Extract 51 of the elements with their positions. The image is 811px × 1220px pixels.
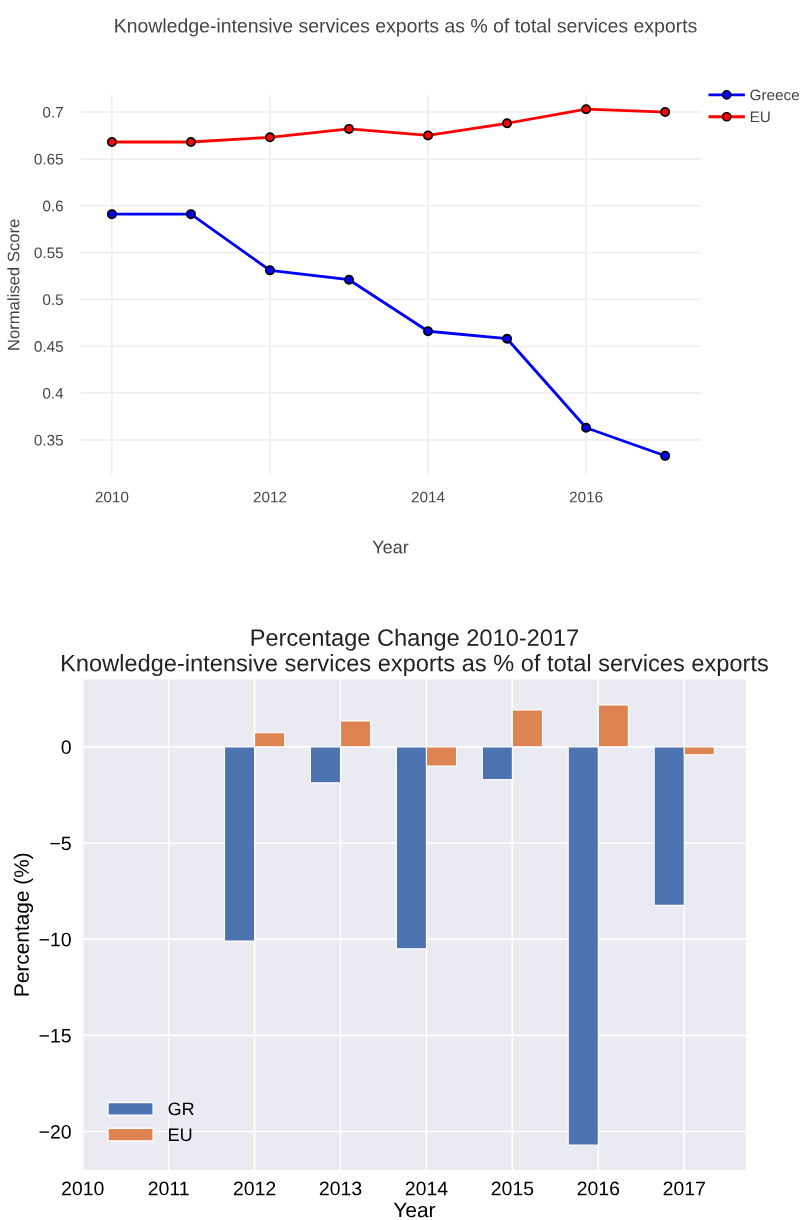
point	[660, 107, 671, 118]
point	[264, 265, 275, 276]
x-tick-label: 2013	[319, 1181, 362, 1196]
chart-title: Knowledge-intensive services exports as % of total services exports	[115, 18, 697, 37]
legend-label: EU	[750, 111, 770, 123]
x-tick-label: 2016	[569, 491, 603, 503]
y-axis-title: Percentage (%)	[13, 853, 34, 996]
point	[502, 333, 513, 344]
y-tick-label: −15	[39, 1029, 71, 1043]
x-tick-label: 2010	[95, 491, 129, 503]
point	[581, 422, 592, 433]
x-tick-label: 2014	[411, 491, 445, 503]
x-tick-label: 2012	[253, 491, 287, 503]
x-tick-label: 2010	[62, 1181, 104, 1196]
y-tick-label: −5	[50, 836, 71, 851]
point	[264, 132, 275, 143]
x-axis-title: Year	[393, 1202, 436, 1218]
point	[185, 136, 196, 148]
legend-label: GR	[168, 1102, 194, 1116]
y-tick-label: −10	[39, 932, 71, 947]
y-tick-label: 0.55	[34, 247, 63, 259]
y-tick-label: 0.5	[42, 294, 63, 306]
chart-title: Percentage Change 2010-2017 Knowledge-intensive services exports as % of total services exports	[62, 628, 768, 677]
legend-label: Greece	[750, 89, 800, 101]
point	[423, 130, 434, 141]
y-tick-label: 0.6	[42, 200, 63, 212]
x-tick-label: 2017	[663, 1181, 705, 1196]
y-tick-label: 0.35	[34, 434, 63, 446]
point	[106, 136, 117, 148]
point	[185, 209, 196, 220]
y-tick-label: 0.65	[34, 153, 63, 165]
y-tick-label: −20	[39, 1124, 71, 1139]
point	[344, 274, 355, 285]
y-tick-label: 0.4	[42, 387, 64, 399]
point	[581, 104, 592, 115]
x-tick-label: 2014	[405, 1181, 448, 1196]
point	[344, 123, 355, 134]
point	[502, 118, 513, 129]
x-tick-label: 2012	[233, 1181, 276, 1196]
y-tick-label: 0.45	[34, 341, 63, 352]
y-tick-label: 0	[61, 740, 71, 755]
x-tick-label: 2011	[148, 1181, 189, 1196]
y-tick-label: 0.7	[42, 106, 63, 118]
point	[660, 450, 671, 461]
x-tick-label: 2016	[577, 1181, 620, 1196]
point	[106, 209, 117, 220]
x-tick-label: 2015	[491, 1181, 534, 1196]
y-axis-title: Normalised Score	[7, 219, 20, 350]
legend-label: EU	[169, 1128, 192, 1142]
point	[423, 326, 434, 337]
x-axis-title: Year	[372, 540, 409, 554]
